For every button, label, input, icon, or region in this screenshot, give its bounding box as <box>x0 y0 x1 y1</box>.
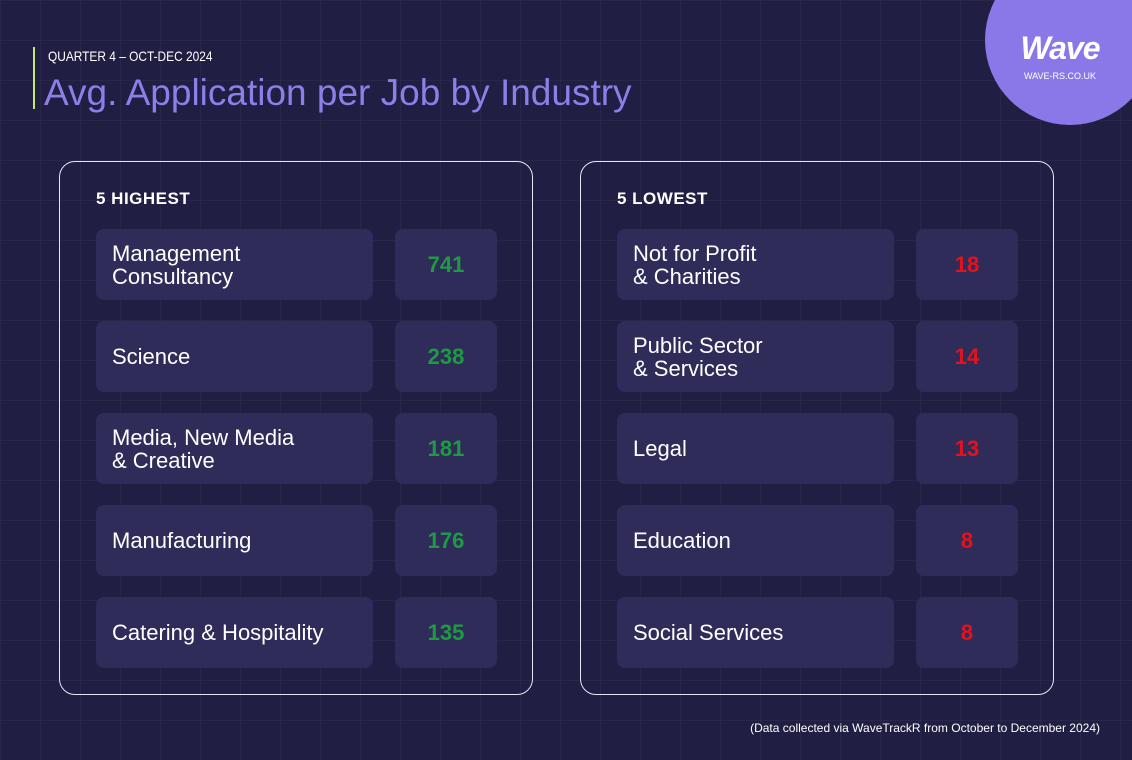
industry-label: Media, New Media & Creative <box>96 413 373 484</box>
industry-label: Science <box>96 321 373 392</box>
industry-label: Manufacturing <box>96 505 373 576</box>
industry-value: 18 <box>916 229 1018 300</box>
panel-heading: 5 LOWEST <box>617 189 708 208</box>
industry-label: Legal <box>617 413 894 484</box>
industry-label: Public Sector & Services <box>617 321 894 392</box>
panel <box>580 161 1054 695</box>
industry-label: Social Services <box>617 597 894 668</box>
industry-value: 13 <box>916 413 1018 484</box>
title: Avg. Application per Job by Industry <box>44 72 632 113</box>
industry-value: 135 <box>395 597 497 668</box>
industry-value: 741 <box>395 229 497 300</box>
website: WAVE-RS.CO.UK <box>1023 71 1096 81</box>
industry-label: Catering & Hospitality <box>96 597 373 668</box>
accent-line <box>33 47 35 109</box>
industry-label: Not for Profit & Charities <box>617 229 894 300</box>
industry-value: 176 <box>395 505 497 576</box>
industry-value: 14 <box>916 321 1018 392</box>
industry-value: 238 <box>395 321 497 392</box>
panel <box>59 161 533 695</box>
period: QUARTER 4 – OCT-DEC 2024 <box>48 48 213 64</box>
industry-label: Management Consultancy <box>96 229 373 300</box>
industry-value: 8 <box>916 505 1018 576</box>
industry-label: Education <box>617 505 894 576</box>
panel-heading: 5 HIGHEST <box>96 189 191 208</box>
logo: Wave <box>1020 30 1100 66</box>
footnote: (Data collected via WaveTrackR from Octo… <box>750 721 1100 735</box>
industry-value: 8 <box>916 597 1018 668</box>
industry-value: 181 <box>395 413 497 484</box>
